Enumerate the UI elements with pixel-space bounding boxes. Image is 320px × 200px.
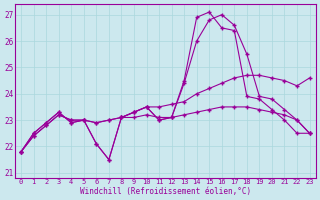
X-axis label: Windchill (Refroidissement éolien,°C): Windchill (Refroidissement éolien,°C) <box>80 187 251 196</box>
